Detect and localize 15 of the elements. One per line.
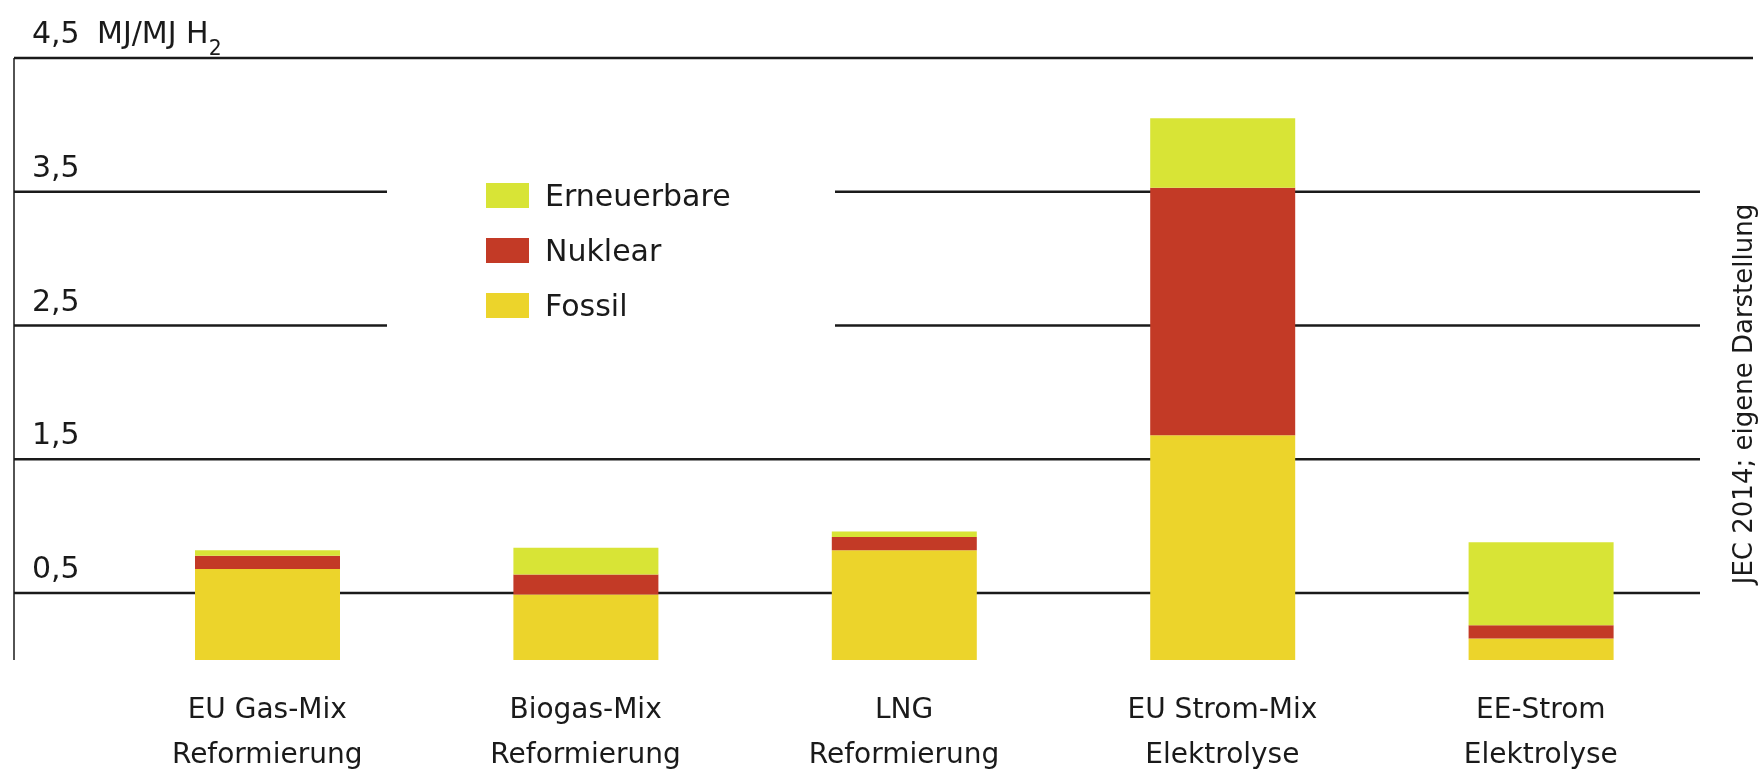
y-tick-label: 3,5 [32, 148, 80, 184]
x-tick-label: EU Gas-Mix Reformierung [171, 692, 363, 770]
y-tick-label: 1,5 [32, 416, 80, 452]
legend-label: Erneuerbare [545, 177, 731, 213]
legend-label: Fossil [545, 287, 628, 323]
x-tick-label: Biogas-Mix Reformierung [490, 692, 681, 770]
text: JEC 2014; eigene Darstellung [1728, 203, 1758, 587]
x-tick-label: EU Strom-Mix Elektrolyse [1127, 692, 1318, 770]
legend-label: Nuklear [545, 232, 662, 268]
x-tick-label: EE-Strom Elektrolyse [1463, 692, 1618, 770]
y-tick-label: 0,5 [32, 550, 80, 586]
y-tick-label: 2,5 [32, 282, 80, 318]
y-axis-title: MJ/MJ H$_{2}$ [97, 15, 222, 60]
y-tick-label: 4,5 [32, 15, 80, 50]
x-tick-label: LNG Reformierung [808, 692, 1000, 770]
